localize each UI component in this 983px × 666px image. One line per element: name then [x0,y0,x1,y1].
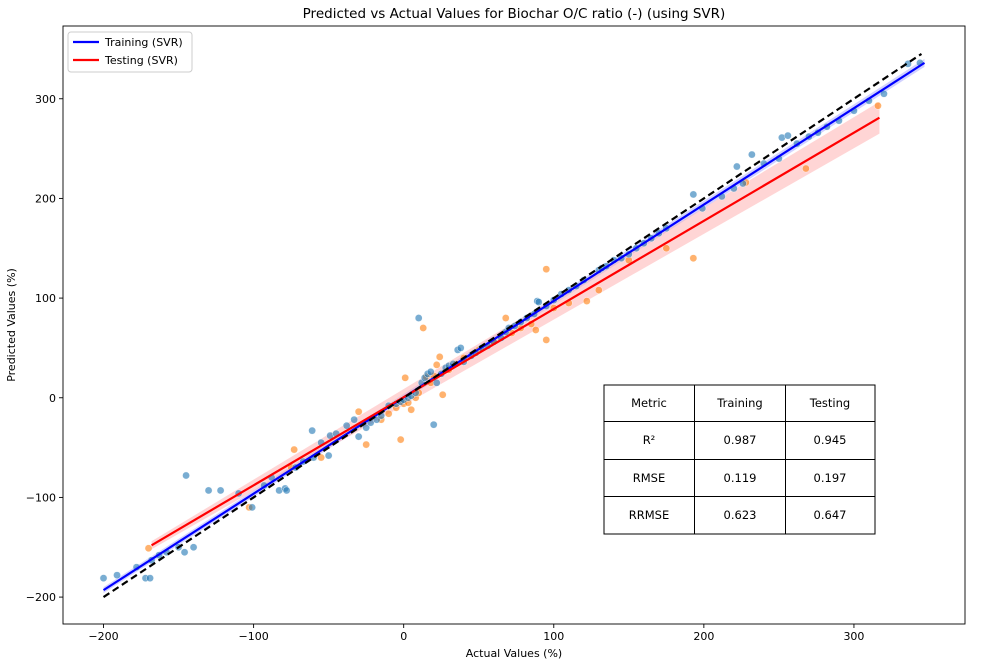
testing-point [317,453,325,462]
testing-point [542,336,551,344]
testing-point [435,353,444,361]
axes-frame [62,25,966,625]
table-cell-metric: RMSE [633,471,665,485]
table-cell-training: 0.119 [724,471,757,485]
table-header-training: Training [716,396,762,410]
testing-point [501,314,510,322]
testing-point [542,265,551,273]
x-axis-label: Actual Values (%) [466,647,562,660]
training-point [534,298,543,306]
training-point [248,503,256,512]
table-cell-metric: RRMSE [629,508,669,522]
training-point [342,421,351,430]
x-tick-label: −200 [88,630,118,643]
y-tick-label: −100 [26,491,56,504]
scatter-points [99,59,924,582]
testing-point [384,409,393,418]
testing-point [396,435,405,444]
testing-point [419,324,427,332]
y-tick-label: 100 [35,292,56,305]
testing-point [354,407,363,416]
testing-point [662,244,671,253]
x-axis-ticks: −200 −100 0 100 200 300 [88,624,864,643]
y-axis-ticks: −200 −100 0 100 200 300 [26,93,63,604]
training-point [733,162,741,171]
testing-point [362,440,370,449]
table-cell-testing: 0.945 [814,433,847,447]
table-cell-training: 0.987 [724,433,757,447]
testing-fit-line [150,116,881,547]
training-point [456,344,465,352]
x-tick-label: −100 [238,630,268,643]
testing-point [401,374,409,382]
training-point [204,486,213,495]
table-cell-metric: R² [643,433,656,447]
training-point [324,451,333,460]
testing-point [582,297,591,305]
testing-point [432,361,441,369]
legend-label-testing: Testing (SVR) [104,54,178,67]
testing-point [874,101,882,110]
table-cell-testing: 0.647 [814,508,847,522]
training-point [354,432,363,441]
x-tick-label: 100 [543,630,564,643]
testing-point [407,405,415,414]
training-point [189,543,198,552]
training-point [689,190,698,199]
y-tick-label: 200 [35,192,56,205]
training-point [748,150,756,159]
table-header-testing: Testing [809,396,850,410]
training-point [784,131,792,140]
training-point [414,314,423,322]
metrics-table: Metric Training Testing R² 0.987 0.945 R… [603,384,876,535]
testing-point [144,544,153,553]
training-fit-line [102,61,926,592]
identity-line [102,52,923,599]
training-point [350,415,358,424]
training-point [429,420,438,429]
testing-point [531,326,540,334]
testing-point [290,445,298,454]
training-point [180,548,189,557]
chart-title: Predicted vs Actual Values for Biochar O… [303,6,726,22]
y-tick-label: 300 [35,93,56,106]
testing-point [594,286,603,294]
training-point [146,574,154,582]
training-point [432,379,441,387]
testing-point [438,390,447,399]
table-cell-training: 0.623 [724,508,757,522]
testing-point [802,164,810,173]
x-tick-label: 300 [843,630,864,643]
legend: Training (SVR) Testing (SVR) [67,31,193,73]
y-tick-label: −200 [26,591,56,604]
y-tick-label: 0 [49,392,56,405]
training-point [113,571,121,579]
training-point [99,574,108,582]
legend-label-training: Training (SVR) [104,36,183,49]
testing-point [689,254,698,263]
table-cell-testing: 0.197 [814,471,847,485]
training-point [426,368,435,376]
plot-area [99,52,926,599]
training-point [308,426,316,435]
training-point [216,486,225,495]
regression-lines [102,52,926,599]
table-header-metric: Metric [631,396,667,410]
training-point [362,423,370,432]
y-axis-label: Predicted Values (%) [5,268,18,382]
training-point [182,471,190,480]
x-tick-label: 0 [400,630,407,643]
x-tick-label: 200 [693,630,714,643]
training-point [282,486,291,495]
training-point [904,60,912,68]
